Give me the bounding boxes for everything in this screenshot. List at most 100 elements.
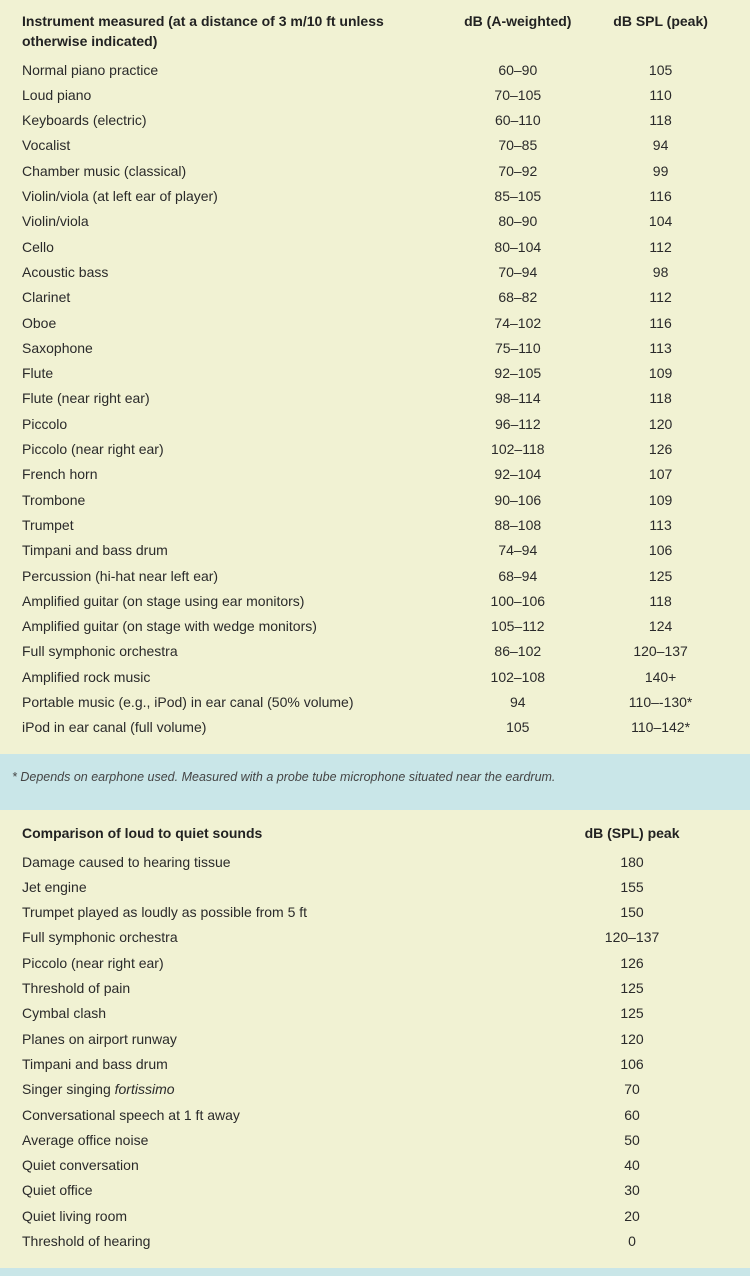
db-spl-value: 113 bbox=[589, 512, 732, 537]
db-a-value: 105 bbox=[446, 715, 589, 740]
table-row: Violin/viola (at left ear of player)85–1… bbox=[18, 184, 732, 209]
db-spl-value: 112 bbox=[589, 234, 732, 259]
table-row: Full symphonic orchestra86–102120–137 bbox=[18, 639, 732, 664]
db-a-value: 68–82 bbox=[446, 285, 589, 310]
db-a-value: 100–106 bbox=[446, 588, 589, 613]
db-spl-value: 180 bbox=[532, 849, 732, 874]
table-row: Piccolo (near right ear)102–118126 bbox=[18, 437, 732, 462]
db-spl-value: 120–137 bbox=[532, 925, 732, 950]
instrument-label: Timpani and bass drum bbox=[18, 538, 446, 563]
db-spl-value: 120 bbox=[532, 1026, 732, 1051]
table-row: Planes on airport runway120 bbox=[18, 1026, 732, 1051]
instrument-label: Amplified rock music bbox=[18, 664, 446, 689]
db-a-value: 90–106 bbox=[446, 487, 589, 512]
db-spl-value: 109 bbox=[589, 361, 732, 386]
instrument-label: Chamber music (classical) bbox=[18, 158, 446, 183]
db-spl-value: 70 bbox=[532, 1077, 732, 1102]
table-row: French horn92–104107 bbox=[18, 462, 732, 487]
db-spl-value: 40 bbox=[532, 1153, 732, 1178]
instrument-label: Oboe bbox=[18, 310, 446, 335]
instrument-label: Saxophone bbox=[18, 335, 446, 360]
table-row: Threshold of pain125 bbox=[18, 976, 732, 1001]
table-row: Timpani and bass drum74–94106 bbox=[18, 538, 732, 563]
db-spl-value: 118 bbox=[589, 588, 732, 613]
db-spl-value: 109 bbox=[589, 487, 732, 512]
db-a-value: 74–94 bbox=[446, 538, 589, 563]
instrument-sound-levels-table: Instrument measured (at a distance of 3 … bbox=[18, 8, 732, 740]
db-spl-value: 110–-130* bbox=[589, 690, 732, 715]
table-row: Conversational speech at 1 ft away60 bbox=[18, 1102, 732, 1127]
instrument-label: Loud piano bbox=[18, 82, 446, 107]
db-a-value: 75–110 bbox=[446, 335, 589, 360]
footnote-text: * Depends on earphone used. Measured wit… bbox=[0, 762, 750, 810]
table-header-row: Comparison of loud to quiet sounds dB (S… bbox=[18, 820, 732, 849]
instrument-label: Flute (near right ear) bbox=[18, 386, 446, 411]
table-row: Portable music (e.g., iPod) in ear canal… bbox=[18, 690, 732, 715]
table-row: Amplified rock music102–108140+ bbox=[18, 664, 732, 689]
instrument-label: Trombone bbox=[18, 487, 446, 512]
sound-label: Quiet conversation bbox=[18, 1153, 532, 1178]
table-row: Vocalist70–8594 bbox=[18, 133, 732, 158]
table-row: Timpani and bass drum106 bbox=[18, 1051, 732, 1076]
sound-comparison-panel: Comparison of loud to quiet sounds dB (S… bbox=[0, 810, 750, 1268]
table-row: Singer singing fortissimo70 bbox=[18, 1077, 732, 1102]
table-row: Oboe74–102116 bbox=[18, 310, 732, 335]
sound-label: Piccolo (near right ear) bbox=[18, 950, 532, 975]
table-row: Chamber music (classical)70–9299 bbox=[18, 158, 732, 183]
db-a-value: 86–102 bbox=[446, 639, 589, 664]
db-a-value: 94 bbox=[446, 690, 589, 715]
db-spl-value: 126 bbox=[532, 950, 732, 975]
instrument-label: Keyboards (electric) bbox=[18, 108, 446, 133]
instrument-label: Full symphonic orchestra bbox=[18, 639, 446, 664]
db-spl-value: 124 bbox=[589, 614, 732, 639]
table-row: Normal piano practice60–90105 bbox=[18, 57, 732, 82]
sound-label: Full symphonic orchestra bbox=[18, 925, 532, 950]
table-row: Loud piano70–105110 bbox=[18, 82, 732, 107]
sound-label: Damage caused to hearing tissue bbox=[18, 849, 532, 874]
db-a-value: 102–108 bbox=[446, 664, 589, 689]
table-row: Amplified guitar (on stage using ear mon… bbox=[18, 588, 732, 613]
sound-label: Timpani and bass drum bbox=[18, 1051, 532, 1076]
db-spl-value: 50 bbox=[532, 1127, 732, 1152]
table-row: Acoustic bass70–9498 bbox=[18, 259, 732, 284]
sound-label: Conversational speech at 1 ft away bbox=[18, 1102, 532, 1127]
instrument-label: Piccolo (near right ear) bbox=[18, 437, 446, 462]
db-spl-value: 116 bbox=[589, 310, 732, 335]
instrument-sound-levels-panel: Instrument measured (at a distance of 3 … bbox=[0, 0, 750, 754]
table-row: Violin/viola80–90104 bbox=[18, 209, 732, 234]
sound-label: Jet engine bbox=[18, 874, 532, 899]
sound-label: Cymbal clash bbox=[18, 1001, 532, 1026]
db-spl-value: 155 bbox=[532, 874, 732, 899]
table-row: Cello80–104112 bbox=[18, 234, 732, 259]
table-row: Quiet conversation40 bbox=[18, 1153, 732, 1178]
table-row: Percussion (hi-hat near left ear)68–9412… bbox=[18, 563, 732, 588]
db-a-value: 105–112 bbox=[446, 614, 589, 639]
col-header-comparison: Comparison of loud to quiet sounds bbox=[18, 820, 532, 849]
instrument-label: Cello bbox=[18, 234, 446, 259]
db-spl-value: 125 bbox=[589, 563, 732, 588]
sound-label: Quiet living room bbox=[18, 1203, 532, 1228]
table-row: Full symphonic orchestra120–137 bbox=[18, 925, 732, 950]
table-row: Piccolo (near right ear)126 bbox=[18, 950, 732, 975]
table-row: Damage caused to hearing tissue180 bbox=[18, 849, 732, 874]
db-spl-value: 113 bbox=[589, 335, 732, 360]
sound-comparison-table: Comparison of loud to quiet sounds dB (S… bbox=[18, 820, 732, 1254]
sound-label: Threshold of pain bbox=[18, 976, 532, 1001]
table-row: Quiet living room20 bbox=[18, 1203, 732, 1228]
table-row: Trombone90–106109 bbox=[18, 487, 732, 512]
instrument-label: Clarinet bbox=[18, 285, 446, 310]
db-a-value: 85–105 bbox=[446, 184, 589, 209]
db-spl-value: 104 bbox=[589, 209, 732, 234]
db-a-value: 60–110 bbox=[446, 108, 589, 133]
db-spl-value: 125 bbox=[532, 976, 732, 1001]
sound-label: Threshold of hearing bbox=[18, 1228, 532, 1253]
table-row: Clarinet68–82112 bbox=[18, 285, 732, 310]
table-row: Amplified guitar (on stage with wedge mo… bbox=[18, 614, 732, 639]
instrument-label: Vocalist bbox=[18, 133, 446, 158]
db-a-value: 92–105 bbox=[446, 361, 589, 386]
db-spl-value: 106 bbox=[589, 538, 732, 563]
db-spl-value: 106 bbox=[532, 1051, 732, 1076]
db-spl-value: 30 bbox=[532, 1178, 732, 1203]
db-spl-value: 94 bbox=[589, 133, 732, 158]
db-a-value: 70–94 bbox=[446, 259, 589, 284]
